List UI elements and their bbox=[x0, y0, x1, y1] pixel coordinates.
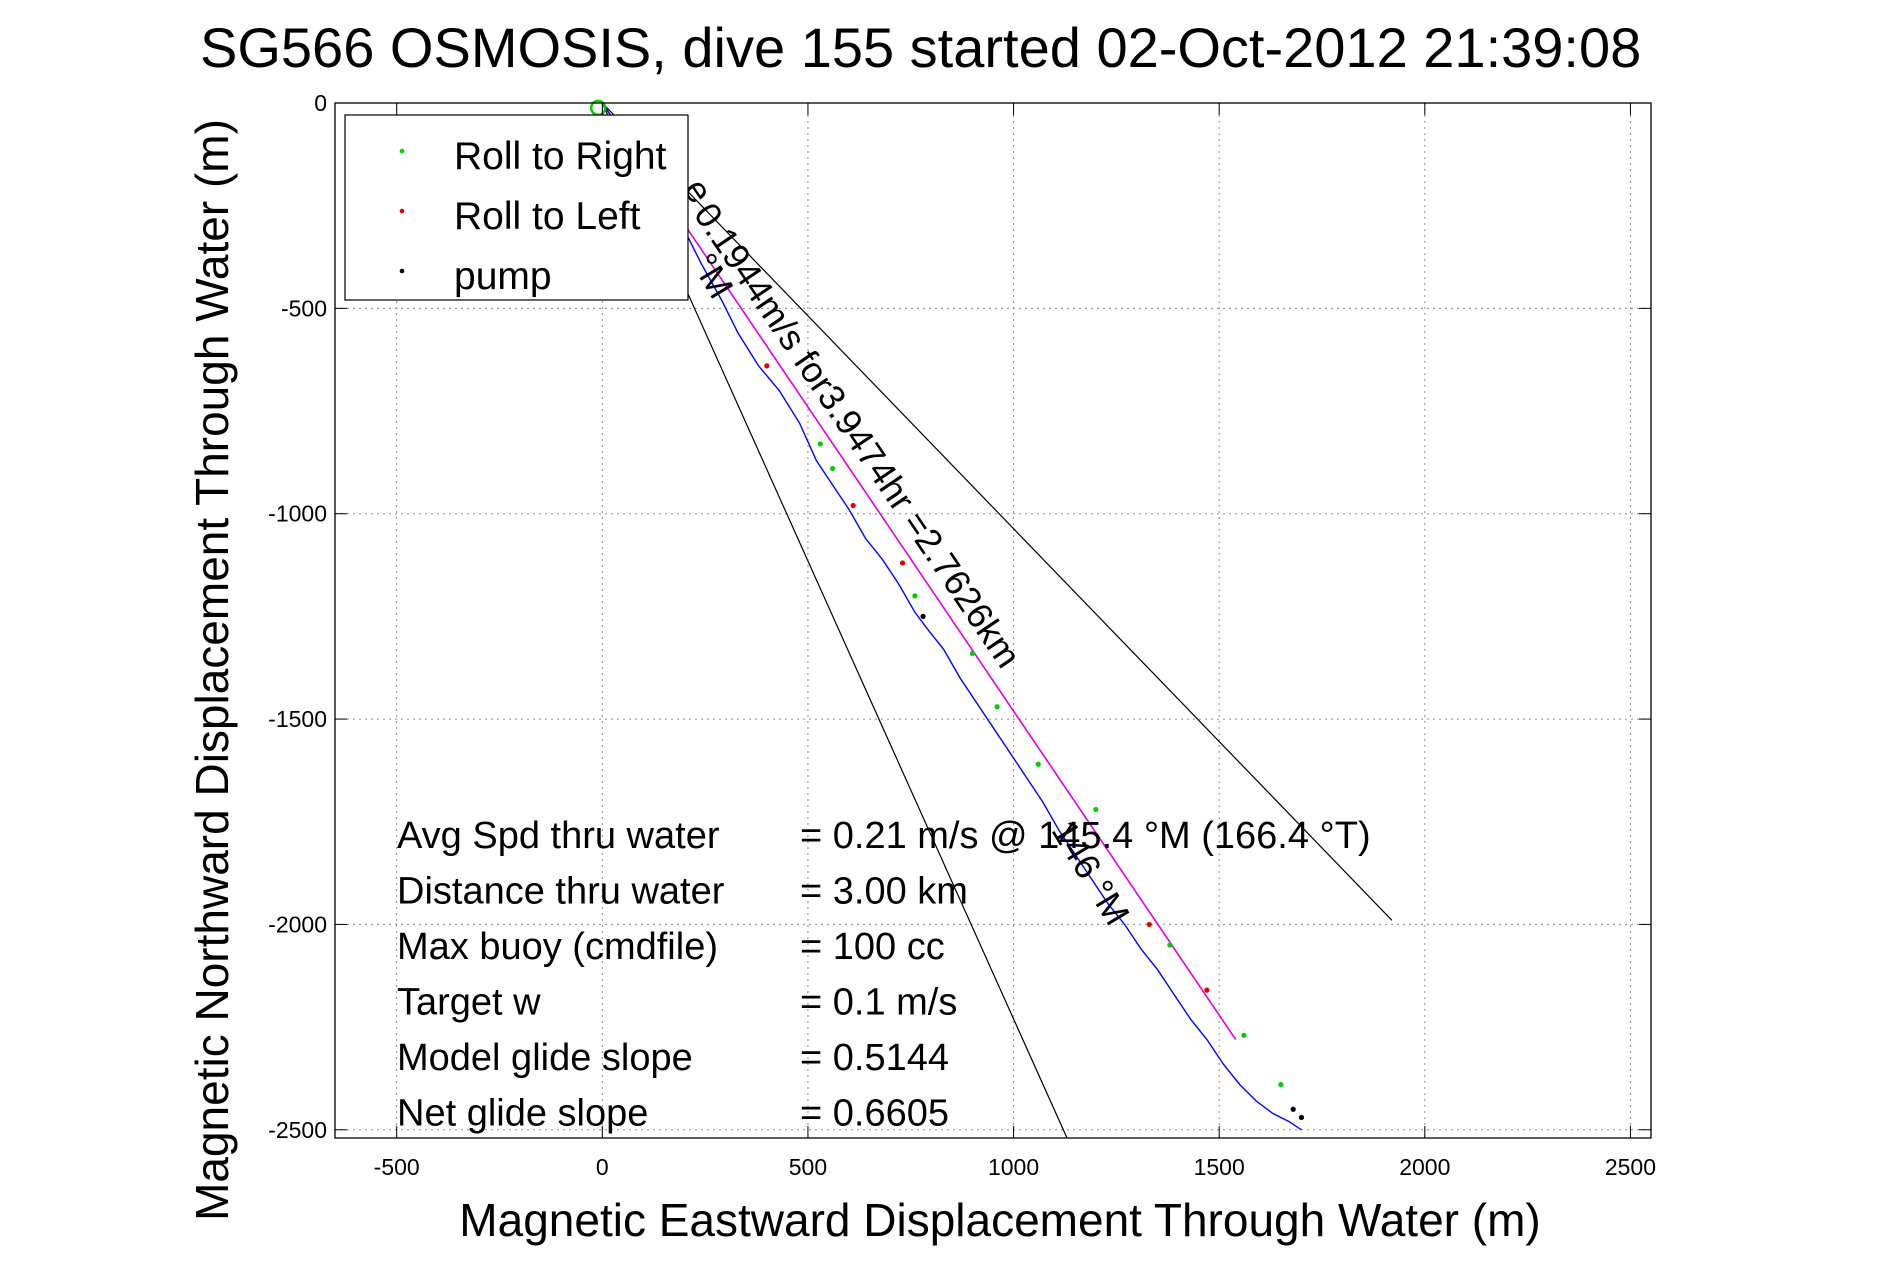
y-tick-label: -1000 bbox=[268, 501, 327, 527]
roll-left-point bbox=[764, 363, 770, 369]
stat-label: Model glide slope bbox=[397, 1037, 693, 1079]
roll-right-point bbox=[817, 441, 823, 447]
legend-label: Roll to Right bbox=[454, 135, 667, 178]
roll-left-point bbox=[1146, 921, 1152, 928]
roll-left-point bbox=[899, 560, 906, 566]
legend-marker bbox=[399, 148, 405, 154]
stat-value: = 0.5144 bbox=[800, 1037, 949, 1079]
stat-label: Target w bbox=[397, 982, 541, 1024]
roll-right-point bbox=[1278, 1082, 1284, 1088]
roll-right-point bbox=[1093, 806, 1099, 813]
roll-right-point bbox=[1167, 942, 1173, 948]
legend-marker bbox=[399, 268, 405, 274]
y-tick-label: -500 bbox=[281, 295, 327, 321]
roll-right-point bbox=[830, 465, 836, 472]
bound-line bbox=[601, 102, 1393, 921]
x-tick-label: 1000 bbox=[988, 1154, 1039, 1180]
grid bbox=[335, 102, 1651, 1138]
roll-right-point bbox=[912, 593, 918, 599]
roll-right-point bbox=[994, 704, 1000, 710]
pump-point bbox=[920, 613, 926, 619]
stat-value: = 0.21 m/s @ 145.4 °M (166.4 °T) bbox=[800, 815, 1371, 857]
y-tick-label: -2500 bbox=[268, 1117, 327, 1143]
course-line bbox=[601, 102, 1237, 1040]
axis-ticks: -500 0 500 1000 1500 2000 2500 0 -500 -1000 -1500 -… bbox=[268, 90, 1656, 1180]
legend-label: Roll to Left bbox=[454, 195, 641, 238]
y-tick-label: 0 bbox=[314, 90, 327, 116]
x-tick-label: 2000 bbox=[1399, 1154, 1450, 1180]
stat-label: Distance thru water bbox=[397, 871, 725, 913]
y-tick-label: -2000 bbox=[268, 911, 327, 937]
pump-point bbox=[1298, 1114, 1305, 1121]
chart-title: SG566 OSMOSIS, dive 155 started 02-Oct-2… bbox=[200, 16, 1641, 79]
x-tick-label: 500 bbox=[789, 1154, 827, 1180]
stat-value: = 0.6605 bbox=[800, 1093, 949, 1135]
x-tick-label: -500 bbox=[374, 1154, 420, 1180]
legend-marker bbox=[399, 208, 405, 214]
stat-label: Max buoy (cmdfile) bbox=[397, 926, 718, 968]
x-tick-label: 1500 bbox=[1194, 1154, 1245, 1180]
roll-right-point bbox=[1241, 1032, 1247, 1038]
y-tick-label: -1500 bbox=[268, 706, 327, 732]
stat-value: = 3.00 km bbox=[800, 871, 968, 913]
stat-label: Net glide slope bbox=[397, 1093, 648, 1135]
course-line-group bbox=[601, 102, 1237, 1040]
legend: Roll to Right Roll to Left pump bbox=[344, 114, 689, 301]
stat-value: = 0.1 m/s bbox=[800, 982, 957, 1024]
stat-value: = 100 cc bbox=[800, 926, 945, 968]
x-tick-label: 0 bbox=[596, 1154, 609, 1180]
x-tick-label: 2500 bbox=[1605, 1154, 1656, 1180]
roll-right-point bbox=[1035, 761, 1041, 767]
legend-label: pump bbox=[454, 255, 552, 298]
x-axis-label: Magnetic Eastward Displacement Through W… bbox=[459, 1194, 1540, 1246]
axes-box bbox=[334, 102, 1652, 1139]
roll-right-point bbox=[969, 650, 976, 656]
track-line bbox=[601, 102, 1302, 1131]
stats-block: Avg Spd thru water = 0.21 m/s @ 145.4 °M … bbox=[397, 815, 1371, 1135]
pump-point bbox=[1290, 1106, 1296, 1112]
roll-left-point bbox=[1204, 987, 1210, 993]
y-axis-label: Magnetic Northward Displacement Through … bbox=[186, 119, 238, 1221]
roll-left-point bbox=[850, 502, 856, 509]
stat-label: Avg Spd thru water bbox=[397, 815, 720, 857]
